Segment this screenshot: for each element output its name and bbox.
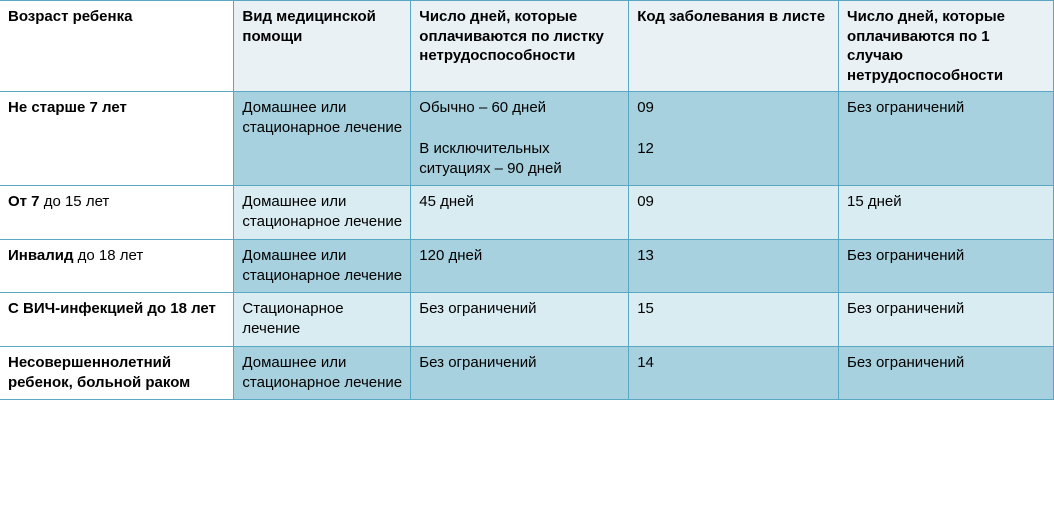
col-header-age: Возраст ребенка — [0, 1, 234, 92]
cell-days-sheet: Без ограничений — [411, 293, 629, 347]
cell-days-sheet-line1: Обычно – 60 дней — [419, 98, 620, 118]
cell-age-bold: Инвалид — [8, 247, 73, 264]
cell-days-sheet-line1: Без ограничений — [419, 299, 620, 319]
cell-code: 09 — [629, 186, 839, 240]
cell-code: 13 — [629, 239, 839, 293]
cell-days-sheet: 45 дней — [411, 186, 629, 240]
cell-code-line1: 15 — [637, 299, 830, 319]
cell-days-sheet-line1: 45 дней — [419, 192, 620, 212]
cell-days-case: Без ограничений — [839, 346, 1054, 400]
cell-days-case: Без ограничений — [839, 239, 1054, 293]
cell-age: С ВИЧ-инфекцией до 18 лет — [0, 293, 234, 347]
cell-age: Не старше 7 лет — [0, 92, 234, 186]
table-row: Не старше 7 лет Домашнее или стационарное… — [0, 92, 1054, 186]
cell-age-rest: до 18 лет — [73, 247, 143, 264]
cell-age: Несовершеннолетний ребенок, больной рако… — [0, 346, 234, 400]
cell-code: 14 — [629, 346, 839, 400]
cell-days-case: Без ограничений — [839, 92, 1054, 186]
cell-code-line1: 14 — [637, 353, 830, 373]
cell-age-rest: до 15 лет — [40, 193, 110, 210]
cell-code: 09 12 — [629, 92, 839, 186]
col-header-days-case: Число дней, которые оплачиваются по 1 сл… — [839, 1, 1054, 92]
cell-code-line2: 12 — [637, 139, 830, 159]
table-row: Инвалид до 18 летДомашнее или стационарн… — [0, 239, 1054, 293]
col-header-care: Вид медицинской помощи — [234, 1, 411, 92]
cell-care: Стационарное лечение — [234, 293, 411, 347]
cell-days-case: 15 дней — [839, 186, 1054, 240]
cell-days-sheet-line2: В исключительных ситуациях – 90 дней — [419, 139, 620, 180]
cell-code: 15 — [629, 293, 839, 347]
cell-care: Домашнее или стационарное лечение — [234, 92, 411, 186]
cell-code-line1: 13 — [637, 246, 830, 266]
cell-code-line1: 09 — [637, 98, 830, 118]
cell-age-bold: С ВИЧ-инфекцией до 18 лет — [8, 300, 216, 317]
cell-days-sheet: 120 дней — [411, 239, 629, 293]
cell-age-bold: От 7 — [8, 193, 40, 210]
cell-age-bold: Несовершеннолетний ребенок, больной рако… — [8, 354, 190, 391]
table-row: С ВИЧ-инфекцией до 18 лет Стационарное ле… — [0, 293, 1054, 347]
cell-days-sheet-line1: 120 дней — [419, 246, 620, 266]
sick-leave-table: Возраст ребенка Вид медицинской помощи Ч… — [0, 0, 1054, 400]
table-row: Несовершеннолетний ребенок, больной рако… — [0, 346, 1054, 400]
cell-care: Домашнее или стационарное лечение — [234, 186, 411, 240]
cell-days-case: Без ограничений — [839, 293, 1054, 347]
cell-days-sheet: Без ограничений — [411, 346, 629, 400]
col-header-days-sheet: Число дней, которые оплачиваются по лист… — [411, 1, 629, 92]
table-body: Не старше 7 лет Домашнее или стационарное… — [0, 92, 1054, 400]
cell-care: Домашнее или стационарное лечение — [234, 239, 411, 293]
col-header-code: Код заболевания в листе — [629, 1, 839, 92]
cell-code-line1: 09 — [637, 192, 830, 212]
cell-care: Домашнее или стационарное лечение — [234, 346, 411, 400]
table-row: От 7 до 15 летДомашнее или стационарное … — [0, 186, 1054, 240]
cell-age-bold: Не старше 7 лет — [8, 99, 127, 116]
cell-days-sheet: Обычно – 60 дней В исключительных ситуац… — [411, 92, 629, 186]
cell-days-sheet-line1: Без ограничений — [419, 353, 620, 373]
table-header-row: Возраст ребенка Вид медицинской помощи Ч… — [0, 1, 1054, 92]
cell-age: Инвалид до 18 лет — [0, 239, 234, 293]
cell-age: От 7 до 15 лет — [0, 186, 234, 240]
